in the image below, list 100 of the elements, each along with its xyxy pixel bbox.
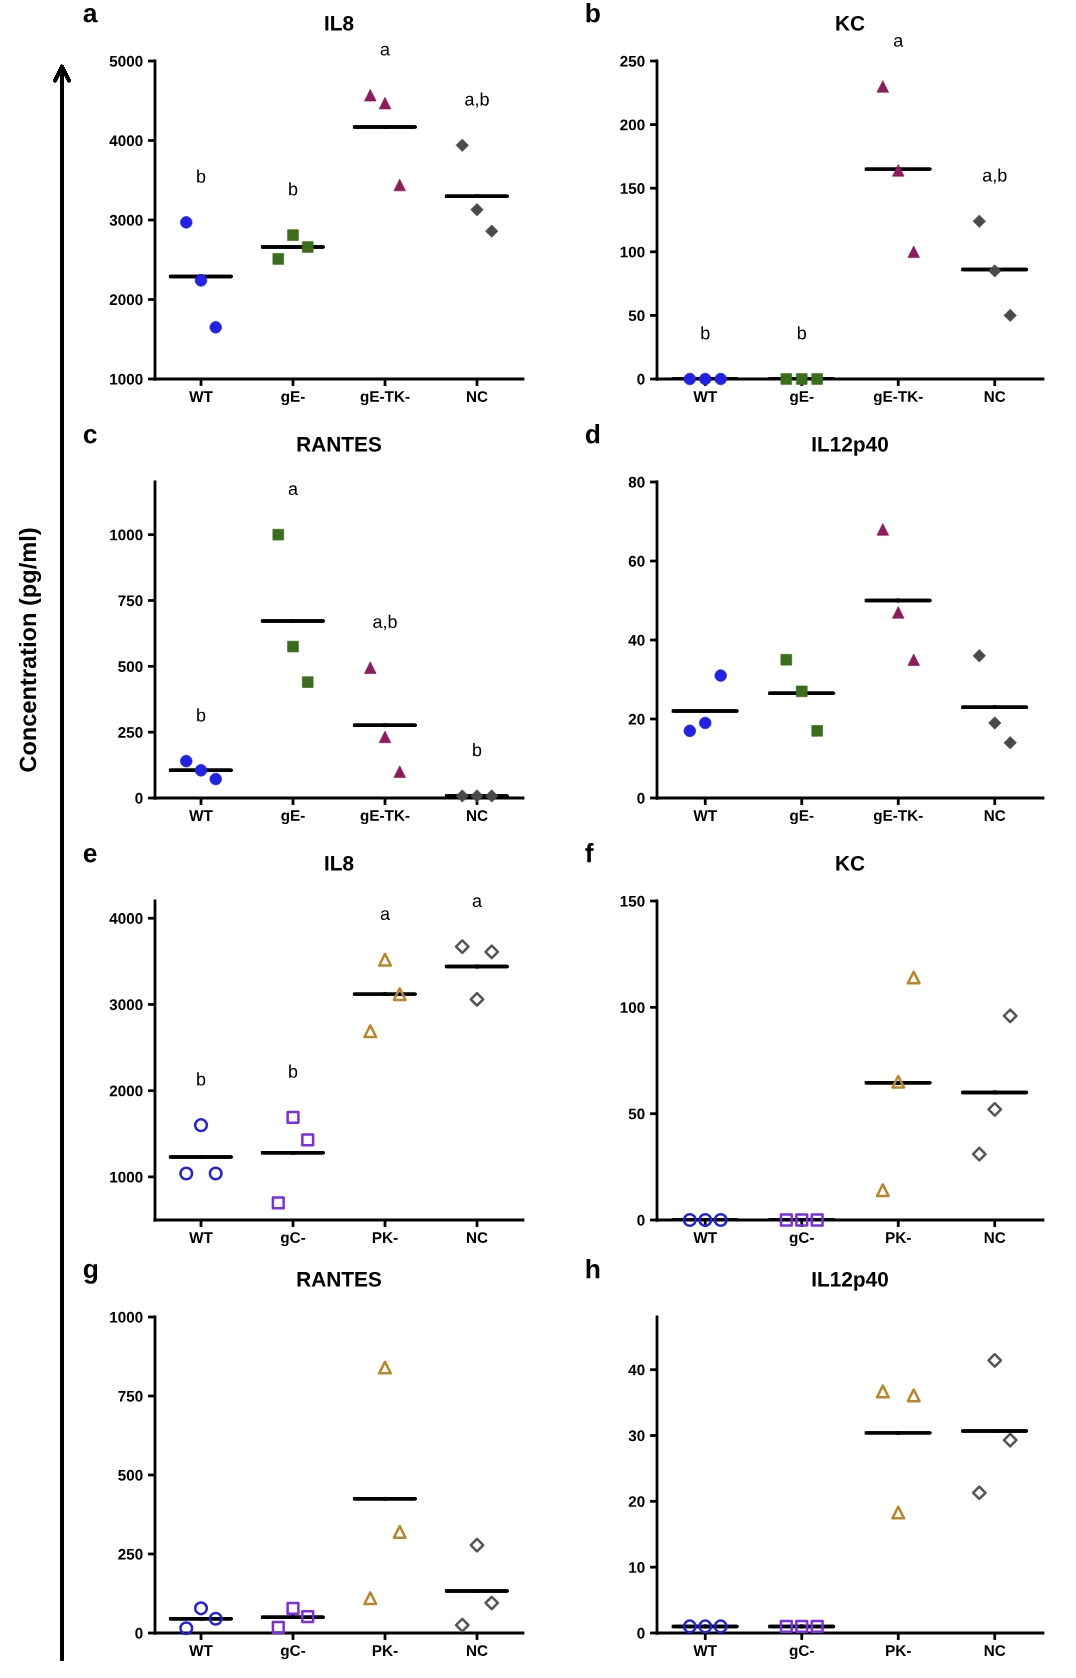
x-tick-label: NC <box>466 1232 488 1244</box>
x-tick-label: WT <box>189 1645 213 1656</box>
text: d <box>585 424 600 444</box>
x-tick-label: gE-TK- <box>360 391 410 406</box>
y-tick-label: 500 <box>118 661 143 673</box>
annotation: b <box>197 169 206 183</box>
x-tick-label: WT <box>693 810 717 821</box>
y-tick-label: 0 <box>637 1627 645 1639</box>
x-tick-label: WT <box>189 1232 213 1243</box>
x-tick-label: WT <box>693 1232 717 1243</box>
x-tick-label: gE- <box>790 391 814 406</box>
y-tick-label: 750 <box>118 1390 143 1402</box>
annotation: b <box>473 743 482 757</box>
text: c <box>83 428 97 444</box>
chart-title: IL12p40 <box>812 1271 888 1291</box>
chart-title: KC <box>836 855 865 871</box>
y-tick-label: 2000 <box>109 294 143 306</box>
annotation: a,b <box>465 92 489 108</box>
y-tick-label: 4000 <box>109 135 143 147</box>
y-tick-label: 1000 <box>110 1311 143 1323</box>
chart-title: IL12p40 <box>812 436 888 456</box>
text: a <box>894 36 904 47</box>
y-tick-label: 0 <box>637 792 645 804</box>
y-tick-label: 100 <box>620 1002 645 1014</box>
annotation: b <box>797 326 807 340</box>
annotation: a <box>380 910 391 921</box>
y-tick-label: 20 <box>628 713 645 725</box>
x-tick-label: NC <box>466 1645 488 1657</box>
x-tick-label: PK- <box>886 1645 911 1656</box>
y-tick-label: 1000 <box>110 1171 143 1183</box>
y-axis-title: Concentration (pg/ml) <box>18 528 42 772</box>
y-tick-label: 500 <box>118 1469 143 1481</box>
y-tick-label: 150 <box>620 895 645 907</box>
x-tick-label: gC- <box>280 1645 306 1660</box>
annotation: b <box>289 182 298 196</box>
y-tick-label: 1000 <box>110 529 143 541</box>
x-tick-label: PK- <box>886 1232 911 1243</box>
x-tick-label: PK- <box>372 1232 398 1243</box>
y-tick-label: 50 <box>628 1108 645 1120</box>
x-tick-label: gC- <box>789 1645 814 1660</box>
chart-title: IL8 <box>325 15 354 31</box>
x-tick-label: NC <box>984 391 1006 403</box>
y-tick-label: 0 <box>135 792 143 804</box>
x-tick-label: gE-TK- <box>873 391 923 406</box>
y-tick-label: 100 <box>620 246 645 258</box>
y-tick-label: 1000 <box>110 373 143 385</box>
x-tick-label: NC <box>984 1232 1006 1244</box>
x-tick-label: NC <box>984 810 1006 822</box>
y-tick-label: 10 <box>629 1562 645 1573</box>
text: a <box>83 7 98 23</box>
annotation: b <box>197 708 206 722</box>
annotation: b <box>701 326 710 340</box>
y-tick-label: 4000 <box>109 913 143 924</box>
annotation: b <box>289 1064 298 1078</box>
y-tick-label: 0 <box>637 1214 645 1226</box>
annotation: b <box>197 1072 206 1086</box>
x-tick-label: gC- <box>280 1232 306 1247</box>
x-tick-label: NC <box>984 1645 1006 1657</box>
x-tick-label: WT <box>189 391 213 402</box>
x-tick-label: gC- <box>789 1232 814 1247</box>
y-tick-label: 50 <box>628 310 645 322</box>
y-tick-label: 2000 <box>109 1085 143 1097</box>
y-tick-label: 5000 <box>109 55 143 67</box>
y-tick-label: 250 <box>118 1548 143 1560</box>
x-tick-label: NC <box>466 391 488 403</box>
y-tick-label: 40 <box>628 1364 645 1376</box>
text: h <box>586 1259 600 1279</box>
x-tick-label: WT <box>693 391 717 402</box>
chart-title: RANTES <box>297 1271 382 1287</box>
y-tick-label: 0 <box>135 1627 143 1639</box>
x-tick-label: WT <box>693 1645 717 1656</box>
chart-title: KC <box>836 15 865 31</box>
x-tick-label: gE-TK- <box>873 810 923 825</box>
text: g <box>83 1263 98 1284</box>
y-tick-label: 150 <box>620 183 645 194</box>
chart-title: IL8 <box>325 855 354 871</box>
x-tick-label: gE-TK- <box>360 810 410 825</box>
chart-title: RANTES <box>297 436 382 452</box>
x-tick-label: gE- <box>281 391 305 406</box>
y-tick-label: 750 <box>118 595 143 607</box>
x-tick-label: NC <box>466 810 488 822</box>
y-tick-label: 60 <box>628 555 645 567</box>
text: e <box>83 847 97 863</box>
text: a <box>380 45 391 56</box>
x-tick-label: gE- <box>281 810 305 825</box>
x-tick-label: PK- <box>372 1645 398 1656</box>
annotation: a <box>472 897 483 908</box>
y-tick-label: 250 <box>620 55 645 67</box>
text: f <box>585 843 594 863</box>
x-tick-label: WT <box>189 810 213 821</box>
y-tick-label: 250 <box>118 727 143 738</box>
annotation: a,b <box>982 168 1007 184</box>
annotation: a,b <box>373 614 397 631</box>
y-tick-label: 20 <box>628 1496 645 1508</box>
y-tick-label: 3000 <box>109 214 143 226</box>
y-tick-label: 30 <box>628 1430 645 1442</box>
y-tick-label: 40 <box>628 634 645 646</box>
x-tick-label: gE- <box>790 810 814 825</box>
text: b <box>586 3 600 23</box>
y-tick-label: 200 <box>620 119 645 131</box>
